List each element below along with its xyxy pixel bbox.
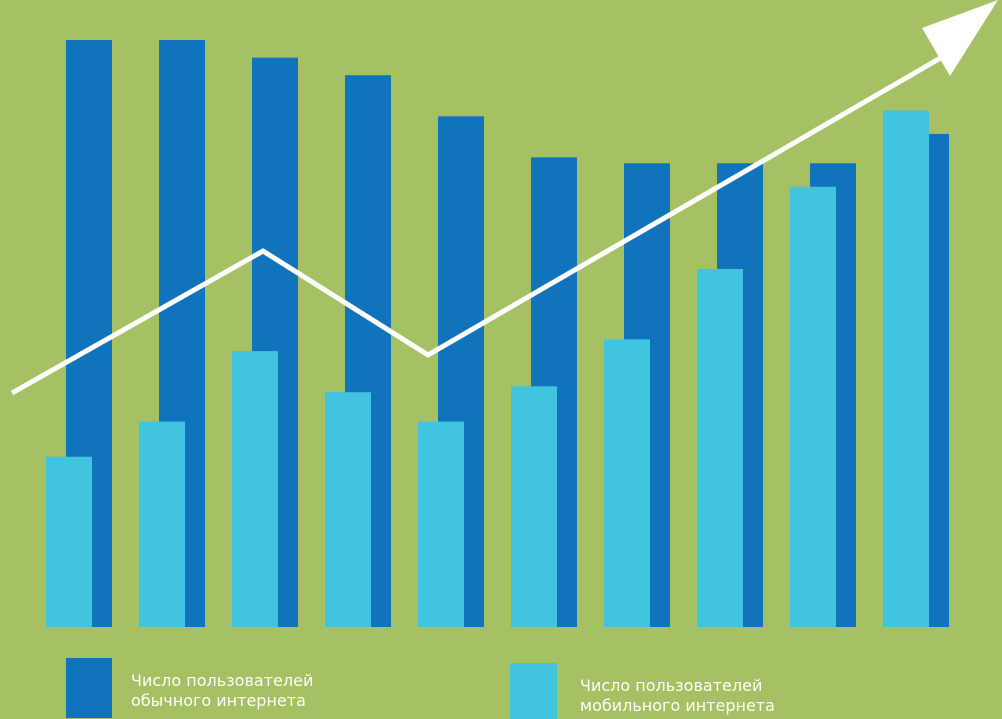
bar-mobile-2 [139,421,185,627]
legend-label-regular-line2: обычного интернета [131,691,306,710]
trend-arrow [10,0,998,396]
bar-mobile-10 [883,110,929,627]
series-mobile-internet [46,110,929,627]
legend-label-regular: Число пользователей обычного интернета [131,671,313,711]
legend-label-regular-line1: Число пользователей [131,671,314,690]
bar-mobile-3 [232,351,278,627]
bar-mobile-6 [511,386,557,627]
legend [66,658,557,719]
legend-label-mobile-line1: Число пользователей [580,676,763,695]
bar-mobile-1 [46,456,92,627]
trend-arrowhead [922,0,998,76]
legend-swatch-mobile [510,663,557,719]
bar-mobile-9 [790,186,836,627]
trend-line [10,53,946,396]
legend-label-mobile: Число пользователей мобильного интернета [580,676,775,716]
legend-swatch-regular [66,658,112,718]
bar-mobile-5 [418,421,464,627]
bar-mobile-4 [325,392,371,627]
legend-label-mobile-line2: мобильного интернета [580,696,775,715]
bar-mobile-8 [697,268,743,627]
bar-mobile-7 [604,339,650,627]
